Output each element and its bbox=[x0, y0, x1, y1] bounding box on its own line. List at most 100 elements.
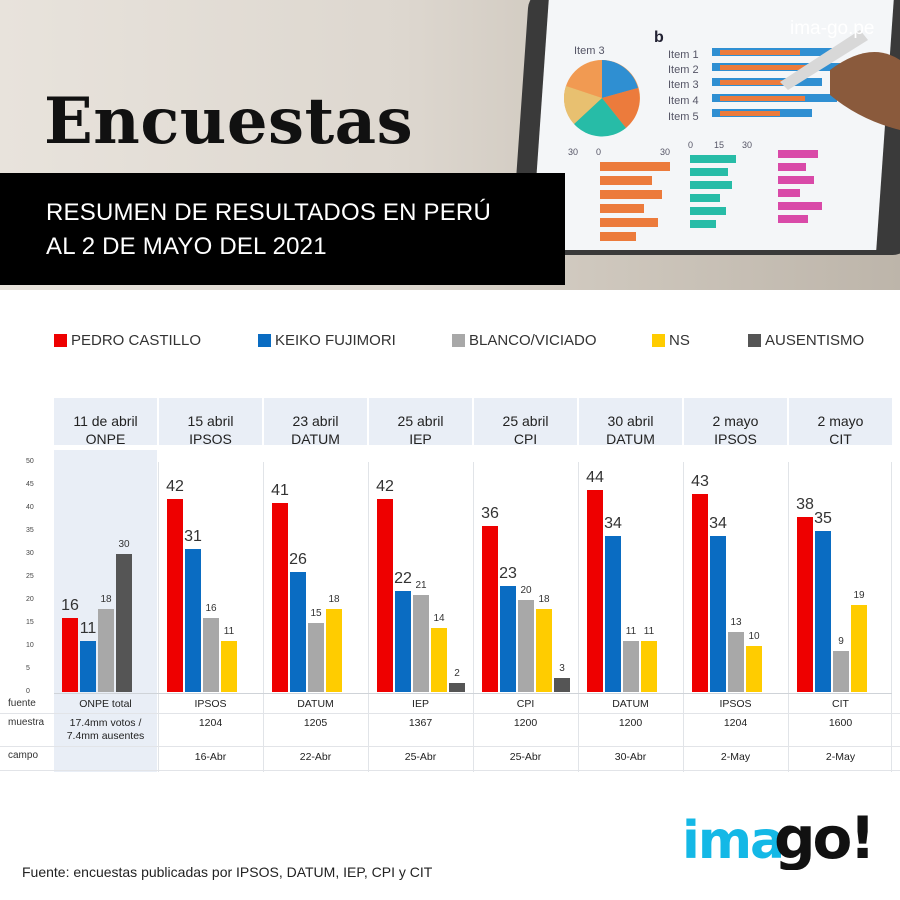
value-label: 23 bbox=[499, 565, 517, 583]
value-label: 42 bbox=[376, 477, 394, 495]
y-tick-label: 40 bbox=[26, 504, 34, 511]
bar-keiko-fujimori bbox=[815, 531, 831, 692]
illus-item-label: Item 1 bbox=[668, 49, 699, 61]
column-header-date: 23 abril bbox=[292, 413, 339, 429]
bar-keiko-fujimori bbox=[185, 549, 201, 692]
illus-tick: 0 bbox=[596, 147, 601, 157]
bar-ns bbox=[746, 646, 762, 692]
column-header-pollster: DATUM bbox=[606, 431, 655, 447]
value-label: 34 bbox=[709, 514, 727, 532]
column-header-pollster: IPSOS bbox=[714, 431, 757, 447]
value-label: 10 bbox=[748, 631, 760, 642]
value-label: 11 bbox=[625, 626, 637, 638]
row-label-fuente: fuente bbox=[8, 698, 36, 709]
column-header: 30 abril DATUM bbox=[579, 398, 682, 447]
value-label: 11 bbox=[79, 620, 97, 638]
bar-ns bbox=[851, 604, 867, 692]
legend-label: KEIKO FUJIMORI bbox=[275, 331, 396, 349]
column-header: 25 abril CPI bbox=[474, 398, 577, 447]
poll-chart: 11 de abril ONPE 15 abril IPSOS 23 abril DATU… bbox=[0, 390, 900, 780]
value-label: 9 bbox=[838, 635, 844, 647]
column-header-date: 25 abril bbox=[397, 413, 444, 429]
value-label: 30 bbox=[118, 539, 130, 550]
value-label: 44 bbox=[586, 468, 604, 486]
bar-pedro-castillo bbox=[482, 526, 498, 692]
illus-item-label: Item 4 bbox=[668, 95, 699, 107]
bar-blanco-viciado bbox=[518, 600, 534, 692]
illus-tick: 30 bbox=[660, 147, 670, 157]
illus-item-label: Item 3 bbox=[574, 45, 605, 57]
legend-swatch bbox=[54, 333, 67, 347]
bar-keiko-fujimori bbox=[710, 535, 726, 692]
illus-tick: 15 bbox=[714, 140, 724, 150]
column-separator bbox=[788, 462, 789, 772]
legend-swatch bbox=[748, 333, 761, 347]
cell-fuente: DATUM bbox=[612, 698, 649, 710]
legend-swatch bbox=[652, 333, 665, 347]
value-label: 26 bbox=[289, 551, 307, 569]
cell-muestra: 1600 bbox=[828, 717, 853, 729]
cell-fuente: IPSOS bbox=[719, 698, 752, 710]
cell-campo: 30-Abr bbox=[614, 751, 647, 763]
illus-item-label: Item 5 bbox=[668, 111, 699, 123]
y-tick-label: 50 bbox=[26, 458, 34, 465]
column-header-date: 11 de abril bbox=[73, 413, 138, 429]
column-header: 11 de abril ONPE bbox=[54, 398, 157, 447]
column-separator bbox=[473, 462, 474, 772]
cell-campo: 16-Abr bbox=[194, 751, 227, 763]
bar-ausentismo bbox=[449, 682, 465, 692]
value-label: 2 bbox=[454, 667, 460, 679]
illus-tick: 0 bbox=[688, 140, 693, 150]
y-tick-label: 30 bbox=[26, 550, 34, 557]
column-separator bbox=[578, 462, 579, 772]
bar-blanco-viciado bbox=[98, 609, 114, 692]
cell-campo: 25-Abr bbox=[404, 751, 437, 763]
bar-keiko-fujimori bbox=[290, 572, 306, 692]
value-label: 21 bbox=[415, 580, 427, 592]
y-tick-label: 15 bbox=[26, 619, 34, 626]
cell-muestra: 1200 bbox=[513, 717, 538, 729]
value-label: 16 bbox=[205, 603, 217, 615]
bar-ausentismo bbox=[116, 554, 132, 692]
svg-text:ima: ima bbox=[682, 811, 783, 870]
cell-muestra: 1204 bbox=[723, 717, 748, 729]
bar-keiko-fujimori bbox=[500, 586, 516, 692]
cell-muestra: 1205 bbox=[303, 717, 328, 729]
column-header-pollster: IEP bbox=[409, 431, 432, 447]
page-title: Encuestas bbox=[44, 84, 414, 159]
header-banner: Item 3 b Item 1 Item 2 Item 3 Item 4 Ite… bbox=[0, 0, 900, 290]
column-header-pollster: CPI bbox=[513, 431, 538, 447]
row-divider bbox=[0, 713, 900, 714]
cell-campo: 22-Abr bbox=[299, 751, 332, 763]
bar-ns bbox=[536, 609, 552, 692]
subtitle-box: RESUMEN DE RESULTADOS EN PERÚ AL 2 DE MA… bbox=[0, 173, 565, 285]
column-header-pollster: ONPE bbox=[85, 431, 126, 447]
y-tick-label: 35 bbox=[26, 527, 34, 534]
legend-item: AUSENTISMO bbox=[748, 330, 864, 350]
column-header: 15 abril IPSOS bbox=[159, 398, 262, 447]
site-url-label: ima-go.pe bbox=[790, 18, 875, 39]
baseline bbox=[54, 693, 892, 694]
cell-campo: 2-May bbox=[720, 751, 751, 763]
cell-campo: 2-May bbox=[825, 751, 856, 763]
row-divider bbox=[0, 746, 900, 747]
legend-item: NS bbox=[652, 330, 690, 350]
bar-blanco-viciado bbox=[203, 618, 219, 692]
value-label: 42 bbox=[166, 477, 184, 495]
cell-muestra: 17.4mm votos / 7.4mm ausentes bbox=[66, 717, 145, 742]
bar-ns bbox=[641, 641, 657, 692]
value-label: 36 bbox=[481, 505, 499, 523]
bar-pedro-castillo bbox=[797, 517, 813, 692]
source-note: Fuente: encuestas publicadas por IPSOS, … bbox=[22, 864, 433, 880]
bar-keiko-fujimori bbox=[395, 590, 411, 692]
bar-keiko-fujimori bbox=[80, 641, 96, 692]
column-header: 23 abril DATUM bbox=[264, 398, 367, 447]
y-tick-label: 45 bbox=[26, 481, 34, 488]
value-label: 3 bbox=[559, 663, 565, 675]
value-label: 18 bbox=[538, 594, 550, 606]
cell-muestra: 1200 bbox=[618, 717, 643, 729]
bar-ns bbox=[221, 641, 237, 692]
bar-blanco-viciado bbox=[623, 641, 639, 692]
column-separator bbox=[891, 462, 892, 772]
illus-item-label: Item 3 bbox=[668, 79, 699, 91]
